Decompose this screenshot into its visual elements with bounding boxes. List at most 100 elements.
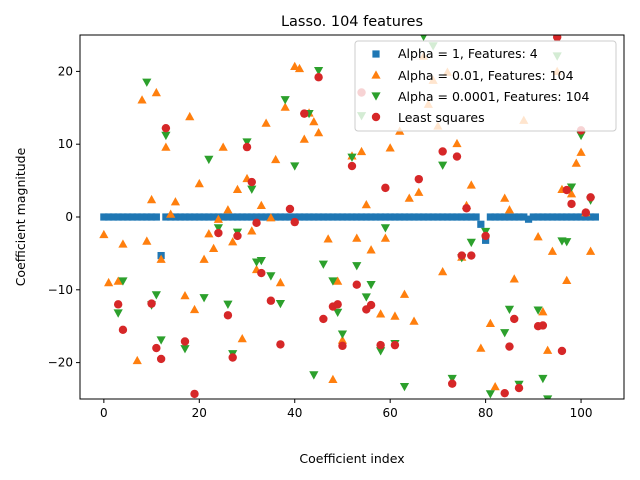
point-least-squares [156,354,166,364]
point-least-squares [376,340,385,350]
point-alpha-0-0001 [113,309,123,318]
point-alpha-1 [109,213,118,221]
point-least-squares [276,340,285,349]
point-alpha-1 [176,213,184,221]
point-alpha-1 [190,213,199,221]
x-tick-label: 80 [478,406,493,420]
point-alpha-0-01 [280,102,290,111]
point-alpha-0-0001 [156,336,166,345]
point-alpha-1 [529,213,537,221]
legend-frame [354,40,617,132]
point-alpha-1 [400,213,409,221]
point-alpha-0-0001 [420,35,427,42]
point-least-squares [567,199,576,209]
point-alpha-1 [171,213,180,221]
point-alpha-0-01 [438,267,448,276]
point-alpha-0-0001 [247,185,257,194]
point-alpha-0-01 [113,276,123,285]
point-alpha-1 [219,213,227,221]
y-axis-label: Coefficient magnitude [13,147,28,286]
point-alpha-1 [419,213,428,221]
point-alpha-1 [462,213,471,221]
x-tick-label: 60 [383,406,398,420]
point-alpha-1 [410,213,418,221]
point-alpha-1 [577,213,585,221]
point-alpha-0-01 [261,118,271,127]
point-alpha-1 [105,213,113,221]
point-alpha-0-01 [361,200,371,209]
point-alpha-0-01 [485,318,495,327]
point-alpha-1 [229,213,237,221]
point-alpha-0-01 [218,142,228,151]
x-tick-label: 20 [192,406,207,420]
point-least-squares [505,342,514,351]
legend: Alpha = 1, Features: 4 Alpha = 0.01, Fea… [354,40,617,132]
point-least-squares [457,251,466,260]
point-least-squares [581,208,591,217]
point-alpha-0-01 [213,214,223,223]
point-alpha-1 [548,213,557,221]
point-alpha-0-0001 [538,374,548,384]
point-alpha-0-01 [399,289,410,298]
point-alpha-1 [439,213,447,221]
point-alpha-1 [486,213,494,221]
point-alpha-1 [391,213,399,221]
point-alpha-1 [429,213,437,221]
point-least-squares [414,174,424,184]
ticks-layer: 0 20 40 60 80 100 −20 −10 0 10 20 [48,64,593,420]
point-alpha-0-01 [466,180,476,189]
point-alpha-1 [233,213,242,221]
point-alpha-0-01 [189,304,200,314]
legend-point-least-squares [371,112,381,122]
point-alpha-1 [252,213,261,221]
point-alpha-1 [405,213,413,221]
point-alpha-1 [186,213,194,221]
point-alpha-1 [434,213,442,221]
point-alpha-0-01 [337,335,348,344]
point-alpha-1 [276,213,285,221]
point-alpha-0-01 [543,345,553,354]
point-alpha-1 [443,213,452,221]
point-alpha-1 [472,213,480,221]
point-alpha-1 [138,213,146,221]
point-alpha-0-01 [500,193,510,202]
point-alpha-0-0001 [280,96,290,105]
point-alpha-0-0001 [485,390,495,399]
point-least-squares [319,314,328,324]
y-tick-label: 0 [65,210,73,224]
legend-marker-square [372,50,380,58]
point-alpha-1 [544,213,552,221]
point-least-squares [290,217,299,227]
point-least-squares [338,341,347,351]
point-least-squares [366,300,376,310]
point-least-squares [538,321,548,330]
point-least-squares [586,193,595,202]
point-alpha-0-01 [204,229,214,238]
point-alpha-0-0001 [399,382,410,392]
point-alpha-0-01 [271,154,281,164]
legend-label-least-squares: Least squares [398,110,485,125]
point-alpha-0-01 [170,197,181,206]
legend-entry-alpha-0-01: Alpha = 0.01, Features: 104 [371,68,574,83]
point-alpha-0-01 [266,213,276,222]
point-alpha-0-01 [562,275,572,285]
legend-marker-triangle-down [371,92,381,101]
point-least-squares [462,204,471,213]
point-alpha-0-01 [490,382,500,391]
point-least-squares [333,300,342,309]
point-alpha-1 [467,213,475,221]
point-alpha-0-0001 [504,305,515,315]
point-least-squares [233,231,242,241]
point-alpha-0-0001 [438,161,448,170]
point-alpha-0-0001 [376,347,386,356]
point-alpha-1 [119,213,127,221]
point-alpha-0-0001 [256,257,266,266]
point-alpha-1 [133,213,141,221]
legend-entry-alpha-0-0001: Alpha = 0.0001, Features: 104 [371,89,589,104]
point-alpha-0-0001 [313,66,324,76]
point-alpha-1 [357,213,366,221]
point-alpha-0-01 [356,146,367,156]
point-alpha-1 [572,213,580,221]
point-least-squares [352,280,361,289]
point-alpha-0-0001 [352,262,362,271]
